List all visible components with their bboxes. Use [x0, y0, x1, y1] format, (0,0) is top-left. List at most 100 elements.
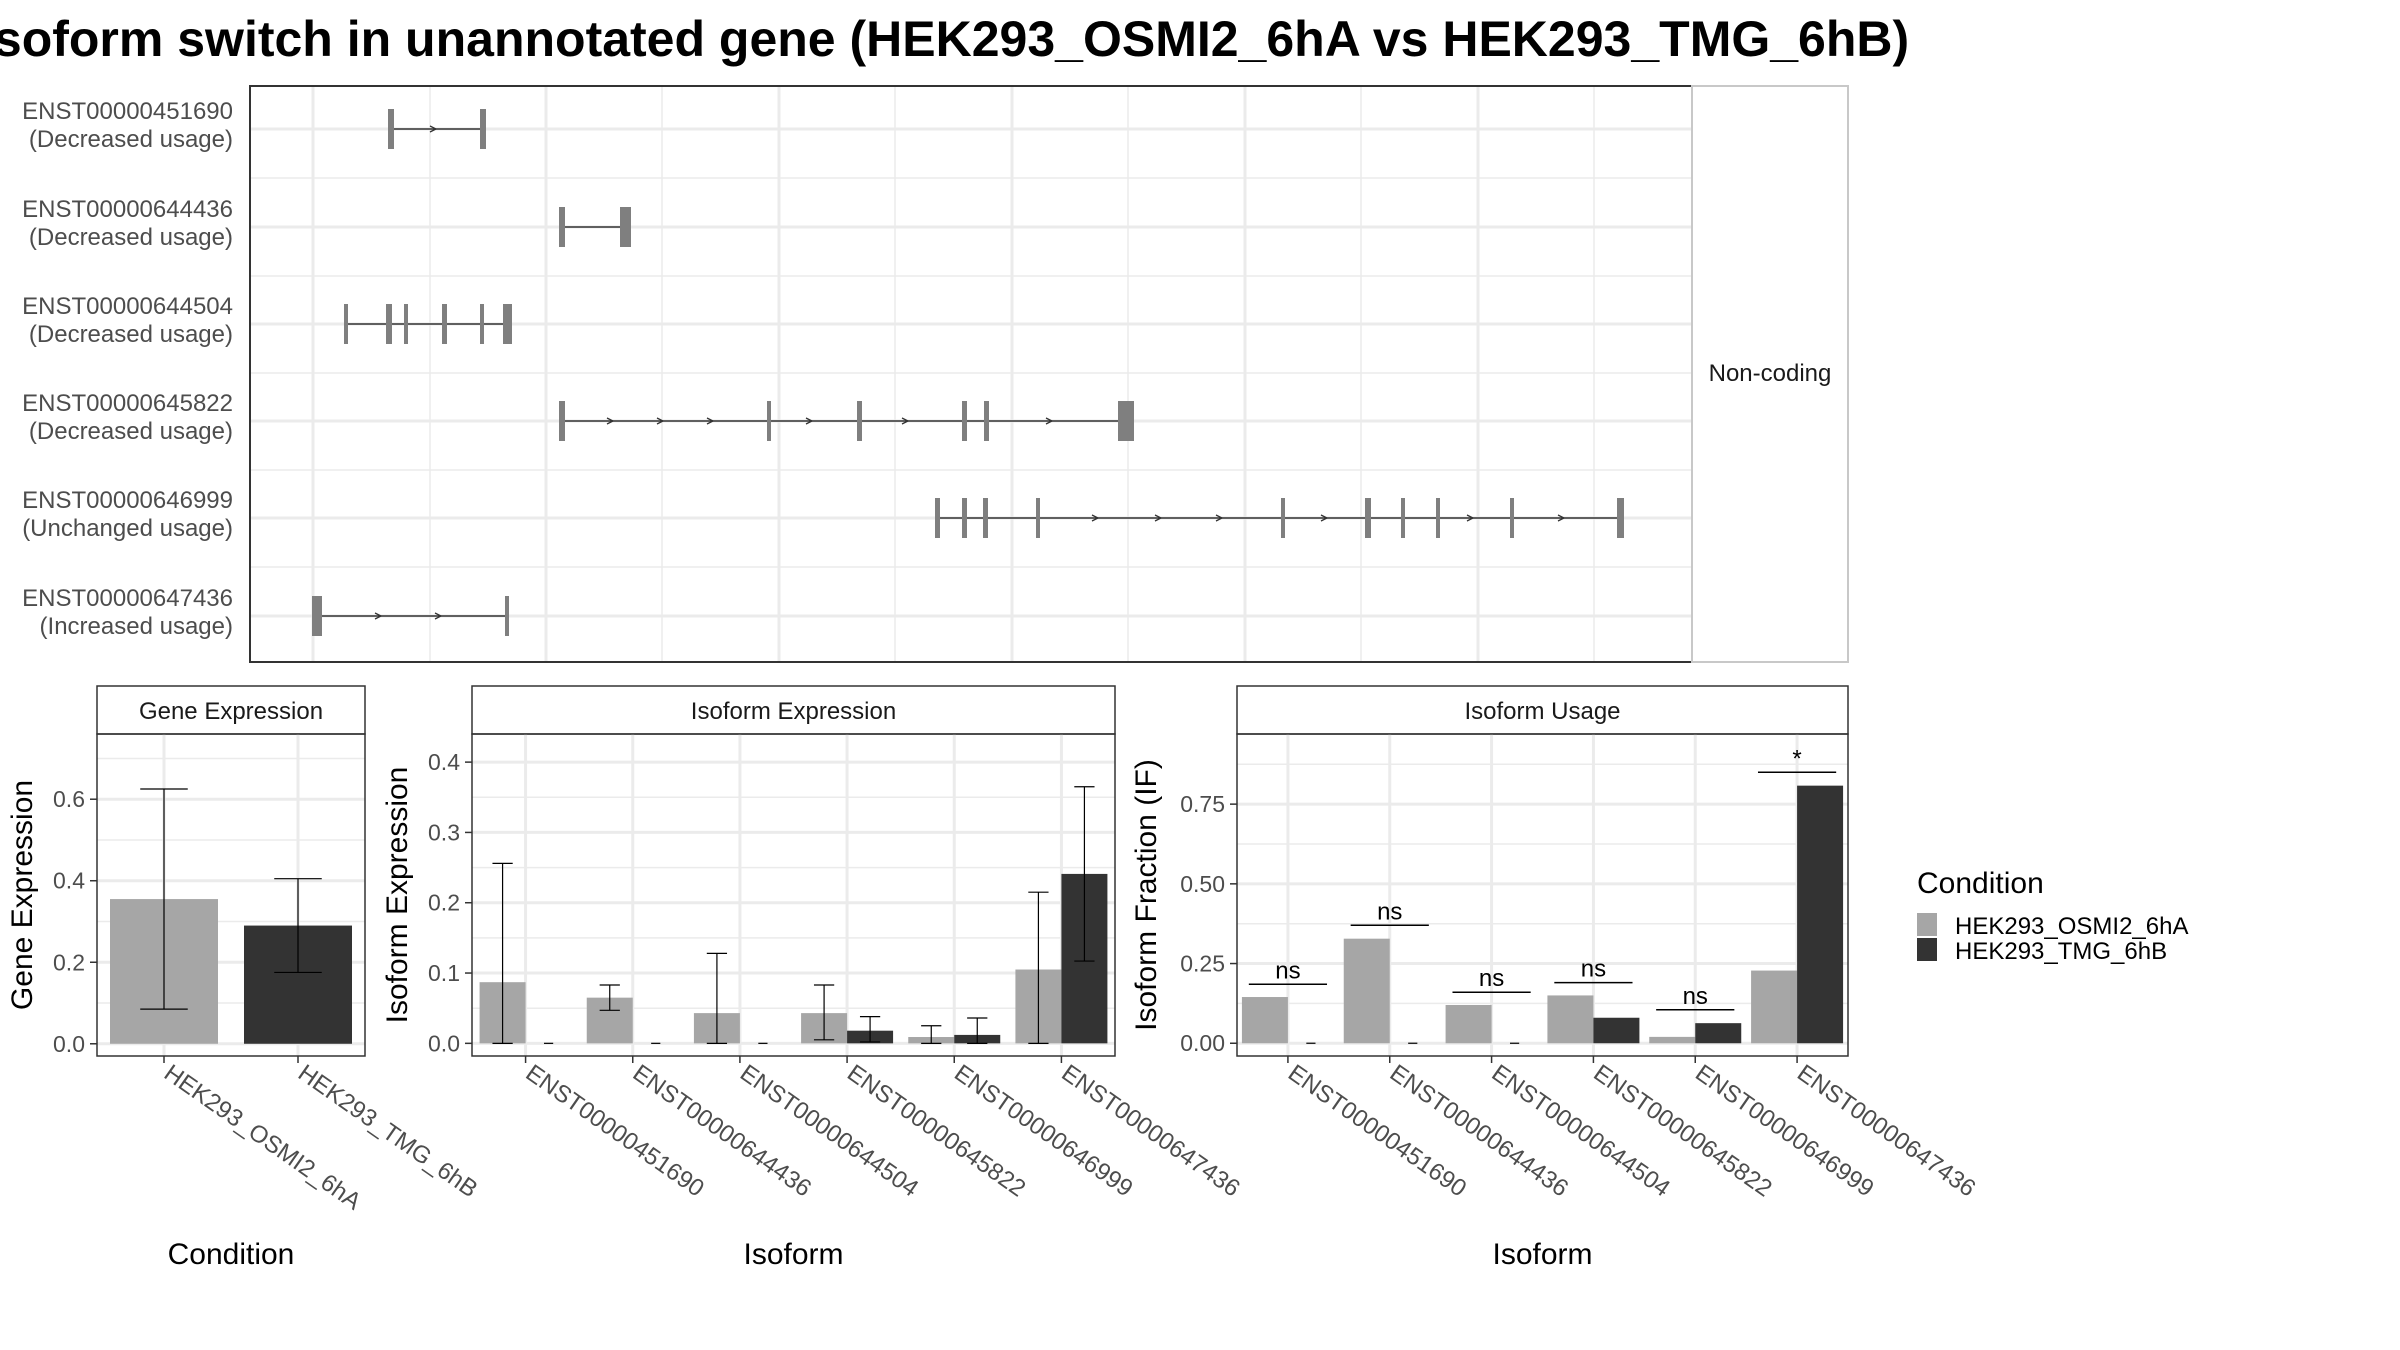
bar — [1695, 1023, 1742, 1044]
x-tick-label: ENST00000644436 — [628, 1059, 816, 1202]
plot-background — [472, 734, 1115, 1056]
exon-block — [935, 498, 940, 538]
isoform-row-id: ENST00000644504 — [22, 293, 233, 320]
legend-key-osmi2 — [1917, 913, 1937, 936]
structure-row-labels: ENST00000451690(Decreased usage)ENST0000… — [22, 98, 233, 640]
bar — [1241, 997, 1288, 1044]
x-tick-label: ENST00000451690 — [1283, 1059, 1471, 1202]
strand-arrow — [656, 417, 665, 425]
exon-block — [1036, 498, 1040, 538]
strand-arrow — [706, 417, 715, 425]
strand-arrow — [1320, 514, 1329, 522]
x-tick-label: ENST00000644436 — [1385, 1059, 1573, 1202]
exon-block — [962, 401, 967, 441]
legend-key-tmg — [1917, 938, 1937, 961]
y-tick-label: 0.75 — [1180, 791, 1225, 817]
legend-title: Condition — [1917, 867, 2044, 900]
bar — [1751, 970, 1798, 1044]
isoform-row-usage: (Decreased usage) — [29, 418, 233, 445]
exon-block — [386, 304, 392, 344]
x-tick-label: ENST00000644504 — [1487, 1059, 1675, 1202]
x-tick-label: ENST00000647436 — [1057, 1059, 1245, 1202]
strip-label: Isoform Expression — [691, 698, 896, 725]
exon-block — [983, 498, 988, 538]
plot-background — [1237, 734, 1848, 1056]
isoform-row-id: ENST00000451690 — [22, 98, 233, 125]
exon-block — [404, 304, 408, 344]
x-axis-title: Isoform — [743, 1238, 843, 1271]
significance-label: ns — [1683, 983, 1708, 1010]
bar — [1547, 995, 1594, 1044]
y-tick-label: 0.3 — [428, 819, 460, 845]
strip-label: Isoform Usage — [1464, 698, 1620, 725]
structure-plot-background — [250, 86, 1692, 662]
isoform-row-usage: (Increased usage) — [40, 613, 233, 640]
y-tick-label: 0.1 — [428, 960, 460, 986]
strand-arrow — [901, 417, 910, 425]
x-tick-label: ENST00000647436 — [1792, 1059, 1980, 1202]
exon-block — [1365, 498, 1371, 538]
exon-block — [620, 207, 631, 247]
x-axis-title: Condition — [168, 1238, 295, 1271]
isoform-usage-panel: Isoform Usage 0.00 0.25 0.50 0.75 ns ns ns ns ns *… — [1130, 685, 1980, 1271]
exon-block — [1510, 498, 1514, 538]
structure-panel: ENST00000451690(Decreased usage)ENST0000… — [22, 85, 1849, 663]
exon-block — [1436, 498, 1440, 538]
exon-block — [388, 109, 394, 149]
strand-arrow — [434, 612, 443, 620]
significance-label: ns — [1479, 965, 1504, 992]
strand-arrow — [1215, 514, 1224, 522]
strand-arrow — [1557, 514, 1566, 522]
figure-title: Isoform switch in unannotated gene (HEK2… — [0, 11, 1909, 67]
exon-block — [312, 596, 322, 636]
y-tick-label: 0.4 — [53, 868, 85, 894]
y-tick-label: 0.00 — [1180, 1030, 1225, 1056]
exon-block — [767, 401, 771, 441]
y-axis-title: Isoform Expression — [381, 767, 414, 1024]
y-tick-label: 0.2 — [53, 949, 85, 975]
exon-block — [559, 401, 565, 441]
plot-border — [471, 733, 1116, 1057]
isoform-row-id: ENST00000646999 — [22, 487, 233, 514]
exon-block — [1617, 498, 1624, 538]
y-tick-label: 0.0 — [53, 1031, 85, 1057]
isoform-row-id: ENST00000644436 — [22, 196, 233, 223]
exon-block — [1118, 401, 1134, 441]
bar — [1445, 1004, 1492, 1044]
y-tick-label: 0.2 — [428, 890, 460, 916]
plot-border — [1236, 733, 1849, 1057]
exon-block — [480, 109, 486, 149]
strand-arrow — [374, 612, 383, 620]
y-tick-label: 0.25 — [1180, 951, 1225, 977]
y-tick-label: 0.4 — [428, 749, 460, 775]
x-tick-label: ENST00000646999 — [1690, 1059, 1878, 1202]
strand-arrow — [606, 417, 615, 425]
legend-label-tmg: HEK293_TMG_6hB — [1955, 938, 2167, 965]
isoform-row-usage: (Decreased usage) — [29, 224, 233, 251]
isoform-row-id: ENST00000647436 — [22, 585, 233, 612]
strip-label: Gene Expression — [139, 698, 323, 725]
x-tick-label: ENST00000644504 — [735, 1059, 923, 1202]
exon-block — [344, 304, 348, 344]
legend: Condition HEK293_OSMI2_6hA HEK293_TMG_6h… — [1917, 867, 2188, 965]
y-tick-label: 0.6 — [53, 786, 85, 812]
strand-arrow — [1466, 514, 1475, 522]
exon-block — [1401, 498, 1405, 538]
exon-block — [505, 596, 509, 636]
strand-arrow — [429, 125, 438, 133]
y-axis-title: Isoform Fraction (IF) — [1130, 759, 1163, 1031]
significance-label: * — [1792, 745, 1801, 772]
isoform-row-usage: (Decreased usage) — [29, 126, 233, 153]
exon-block — [962, 498, 967, 538]
bar — [1797, 785, 1844, 1044]
strand-arrow — [1154, 514, 1163, 522]
exon-block — [480, 304, 484, 344]
structure-strip — [1691, 85, 1849, 663]
structure-strip-label: Non-coding — [1709, 360, 1832, 387]
exon-block — [503, 304, 512, 344]
legend-label-osmi2: HEK293_OSMI2_6hA — [1955, 913, 2188, 940]
plot-border — [96, 733, 366, 1057]
x-tick-label: ENST00000645822 — [842, 1059, 1030, 1202]
isoform-expression-panel: Isoform Expression 0.0 0.1 0.2 0.3 0.4 ENST000… — [381, 685, 1245, 1271]
strand-arrow — [805, 417, 814, 425]
